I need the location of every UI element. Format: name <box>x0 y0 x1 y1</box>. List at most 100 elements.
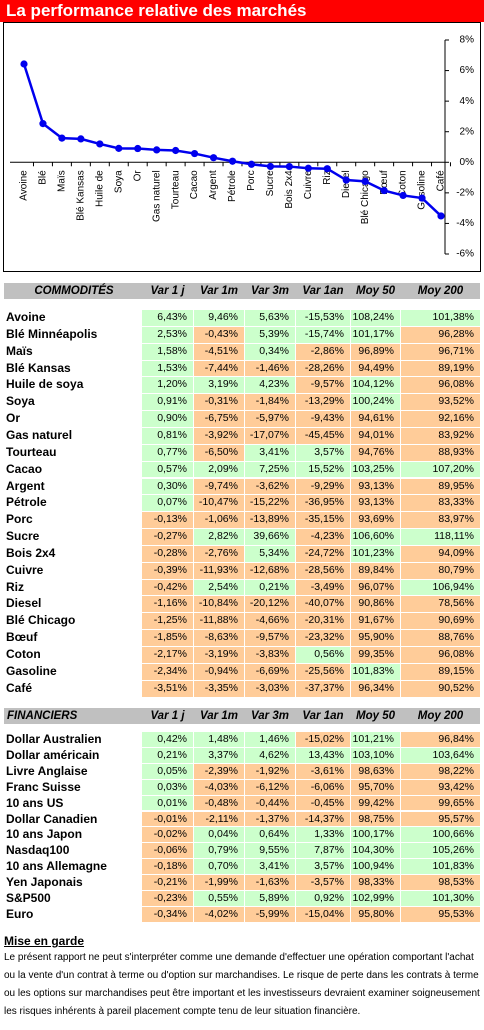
data-point <box>247 160 256 168</box>
table-cell: 13,43% <box>296 747 350 763</box>
row-label: Or <box>6 411 21 426</box>
table-cell: 96,28% <box>401 326 480 343</box>
y-tick-label: -4% <box>456 218 474 229</box>
table-cell: 100,94% <box>351 859 400 875</box>
table-cell: -3,35% <box>194 680 244 697</box>
table-cell: -0,42% <box>142 579 193 596</box>
table-cell: 0,81% <box>142 427 193 444</box>
row-label: Café <box>6 680 33 695</box>
row-label: Livre Anglaise <box>6 763 88 778</box>
table-cell: -5,99% <box>245 906 295 922</box>
table-cell: -20,31% <box>296 613 350 630</box>
table-cell: 0,91% <box>142 394 193 411</box>
table-cell: -0,13% <box>142 512 193 529</box>
row-label: Gasoline <box>6 663 57 678</box>
table-cell: -9,57% <box>296 377 350 394</box>
row-label: 10 ans Japon <box>6 827 83 842</box>
column-header: Var 1m <box>200 285 238 297</box>
table-cell: -0,18% <box>142 859 193 875</box>
column-header: COMMODITÉS <box>34 285 114 297</box>
table-cell: 2,54% <box>194 579 244 596</box>
table-cell: -3,61% <box>296 763 350 779</box>
table-cell: 104,30% <box>351 843 400 859</box>
table-cell: -17,07% <box>245 427 295 444</box>
table-cell: -2,34% <box>142 663 193 680</box>
table-cell: -6,06% <box>296 779 350 795</box>
table-cell: -0,02% <box>142 827 193 843</box>
table-cell: -20,12% <box>245 596 295 613</box>
table-cell: 5,63% <box>245 310 295 326</box>
table-cell: 1,53% <box>142 360 193 377</box>
column-header: Moy 50 <box>356 710 395 722</box>
table-cell: -0,44% <box>245 795 295 811</box>
y-tick-label: 2% <box>460 126 475 137</box>
data-point <box>323 165 331 173</box>
table-cell: 90,69% <box>401 613 480 630</box>
table-cell: -4,66% <box>245 613 295 630</box>
table-cell: 1,46% <box>245 732 295 747</box>
table-cell: 0,92% <box>296 891 350 906</box>
table-cell: 101,30% <box>401 891 480 906</box>
table-cell: 98,22% <box>401 763 480 779</box>
x-tick-label: Coton <box>398 170 409 197</box>
table-cell: -3,83% <box>245 647 295 663</box>
table-cell: 0,90% <box>142 411 193 427</box>
table-cell: -1,84% <box>245 394 295 411</box>
table-cell: 88,93% <box>401 444 480 461</box>
table-cell: 83,92% <box>401 427 480 444</box>
data-point <box>115 144 123 152</box>
table-cell: -36,95% <box>296 495 350 512</box>
row-label: Yen Japonais <box>6 875 83 890</box>
row-label: Avoine <box>6 310 46 324</box>
table-cell: -9,74% <box>194 478 244 495</box>
table-cell: 1,48% <box>194 732 244 747</box>
table-cell: 0,04% <box>194 827 244 843</box>
row-label: 10 ans Allemagne <box>6 859 107 874</box>
chart-frame <box>3 22 481 272</box>
table-cell: 103,10% <box>351 747 400 763</box>
table-cell: 105,26% <box>401 843 480 859</box>
table-cell: -4,23% <box>296 529 350 545</box>
data-point <box>190 149 199 158</box>
table-cell: 4,62% <box>245 747 295 763</box>
table-cell: 9,46% <box>194 310 244 326</box>
table-cell: -28,56% <box>296 562 350 579</box>
data-point <box>209 154 218 162</box>
table-cell: 98,33% <box>351 875 400 890</box>
table-cell: -1,63% <box>245 875 295 890</box>
table-cell: 3,57% <box>296 859 350 875</box>
column-header: Var 3m <box>251 285 289 297</box>
table-cell: 107,20% <box>401 461 480 478</box>
table-cell: -37,37% <box>296 680 350 697</box>
table-cell: 5,89% <box>245 891 295 906</box>
table-cell: -9,29% <box>296 478 350 495</box>
table-cell: -3,92% <box>194 427 244 444</box>
table-cell: -45,45% <box>296 427 350 444</box>
table-cell: -13,89% <box>245 512 295 529</box>
table-cell: -1,85% <box>142 630 193 646</box>
table-cell: -15,04% <box>296 906 350 922</box>
table-cell: -35,15% <box>296 512 350 529</box>
data-point <box>96 140 104 148</box>
table-cell: 3,19% <box>194 377 244 394</box>
table-cell: -1,99% <box>194 875 244 890</box>
row-label: Diesel <box>6 596 42 611</box>
x-tick-label: Gas naturel <box>151 170 162 222</box>
x-tick-label: Maïs <box>57 170 68 192</box>
table-cell: 99,65% <box>401 795 480 811</box>
table-cell: 88,76% <box>401 630 480 646</box>
table-cell: -12,68% <box>245 562 295 579</box>
table-cell: -4,02% <box>194 906 244 922</box>
table-cell: -15,74% <box>296 326 350 343</box>
table-cell: 1,58% <box>142 343 193 360</box>
table-cell: 0,55% <box>194 891 244 906</box>
row-label: Huile de soya <box>6 377 84 392</box>
table-cell: -0,06% <box>142 843 193 859</box>
table-cell: 102,99% <box>351 891 400 906</box>
table-cell: -1,25% <box>142 613 193 630</box>
x-tick-label: Blé Kansas <box>76 170 87 221</box>
table-cell: -0,43% <box>194 326 244 343</box>
table-cell: 118,11% <box>401 529 480 545</box>
row-label: Argent <box>6 478 45 493</box>
